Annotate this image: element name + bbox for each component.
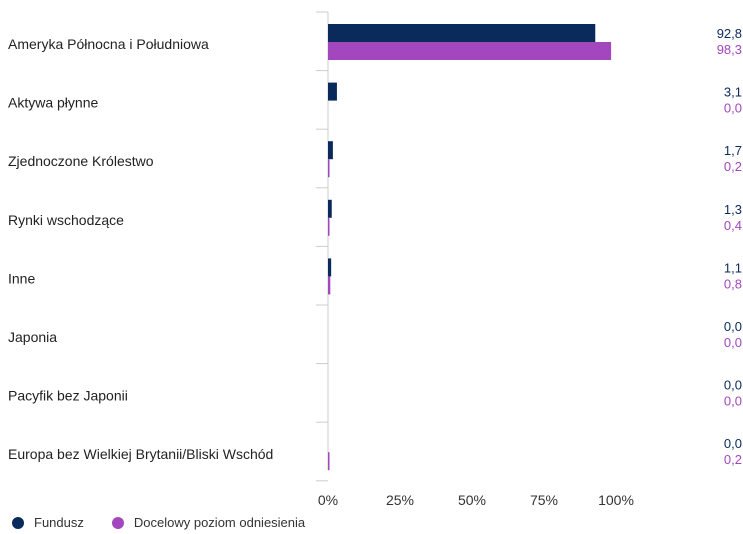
legend-swatch-fund (12, 516, 24, 529)
x-tick-label: 75% (530, 492, 558, 508)
bar-fund (328, 199, 332, 218)
legend-swatch-benchmark (111, 516, 124, 529)
legend-item-benchmark: Docelowy poziom odniesienia (111, 515, 306, 530)
value-label-benchmark: 0,4 (724, 218, 742, 233)
category-label: Pacyfik bez Japonii (8, 388, 128, 404)
category-label: Inne (8, 270, 35, 286)
value-label-benchmark: 0,0 (724, 101, 742, 116)
legend-item-fund: Fundusz (12, 515, 84, 530)
category-axis (316, 11, 329, 482)
bar-fund (328, 258, 332, 277)
legend: Fundusz Docelowy poziom odniesienia (12, 515, 333, 530)
x-axis-ticks: 0% 25% 50% 75% 100% (318, 492, 634, 508)
category-labels: Ameryka Północna i Południowa Aktywa płyn… (8, 36, 273, 462)
value-label-fund: 1,1 (724, 260, 742, 275)
value-label-benchmark: 0,2 (724, 159, 742, 174)
bar-fund (328, 141, 333, 160)
value-labels: 92,898,33,10,01,70,21,30,41,10,80,00,00,… (717, 26, 742, 467)
value-label-fund: 1,3 (724, 202, 742, 217)
bar-fund (328, 24, 596, 42)
value-label-benchmark: 98,3 (717, 42, 742, 57)
value-label-fund: 0,0 (724, 319, 742, 334)
value-label-benchmark: 0,8 (724, 276, 742, 291)
value-label-fund: 3,1 (724, 85, 742, 100)
category-label: Zjednoczone Królestwo (8, 153, 154, 169)
bar-benchmark (328, 217, 330, 236)
bar-benchmark (328, 452, 330, 471)
value-label-benchmark: 0,2 (724, 452, 742, 467)
value-label-fund: 1,7 (724, 143, 742, 158)
category-label: Ameryka Północna i Południowa (8, 36, 209, 52)
value-label-fund: 92,8 (717, 26, 742, 41)
category-label: Rynki wschodzące (8, 212, 124, 228)
bar-benchmark (328, 159, 330, 178)
value-label-benchmark: 0,0 (724, 394, 742, 409)
bar-benchmark (328, 42, 612, 60)
category-label: Aktywa płynne (8, 95, 98, 111)
x-tick-label: 25% (386, 492, 414, 508)
legend-label-fund: Fundusz (34, 515, 84, 530)
bar-benchmark (328, 276, 331, 295)
x-tick-label: 100% (598, 492, 634, 508)
value-label-benchmark: 0,0 (724, 335, 742, 350)
x-tick-label: 50% (458, 492, 486, 508)
bars (328, 24, 612, 471)
legend-label-benchmark: Docelowy poziom odniesienia (133, 515, 306, 530)
bar-fund (328, 82, 337, 101)
x-tick-label: 0% (318, 492, 338, 508)
value-label-fund: 0,0 (724, 378, 742, 393)
value-label-fund: 0,0 (724, 436, 742, 451)
category-label: Japonia (8, 329, 57, 345)
category-label: Europa bez Wielkiej Brytanii/Bliski Wsch… (8, 446, 273, 462)
